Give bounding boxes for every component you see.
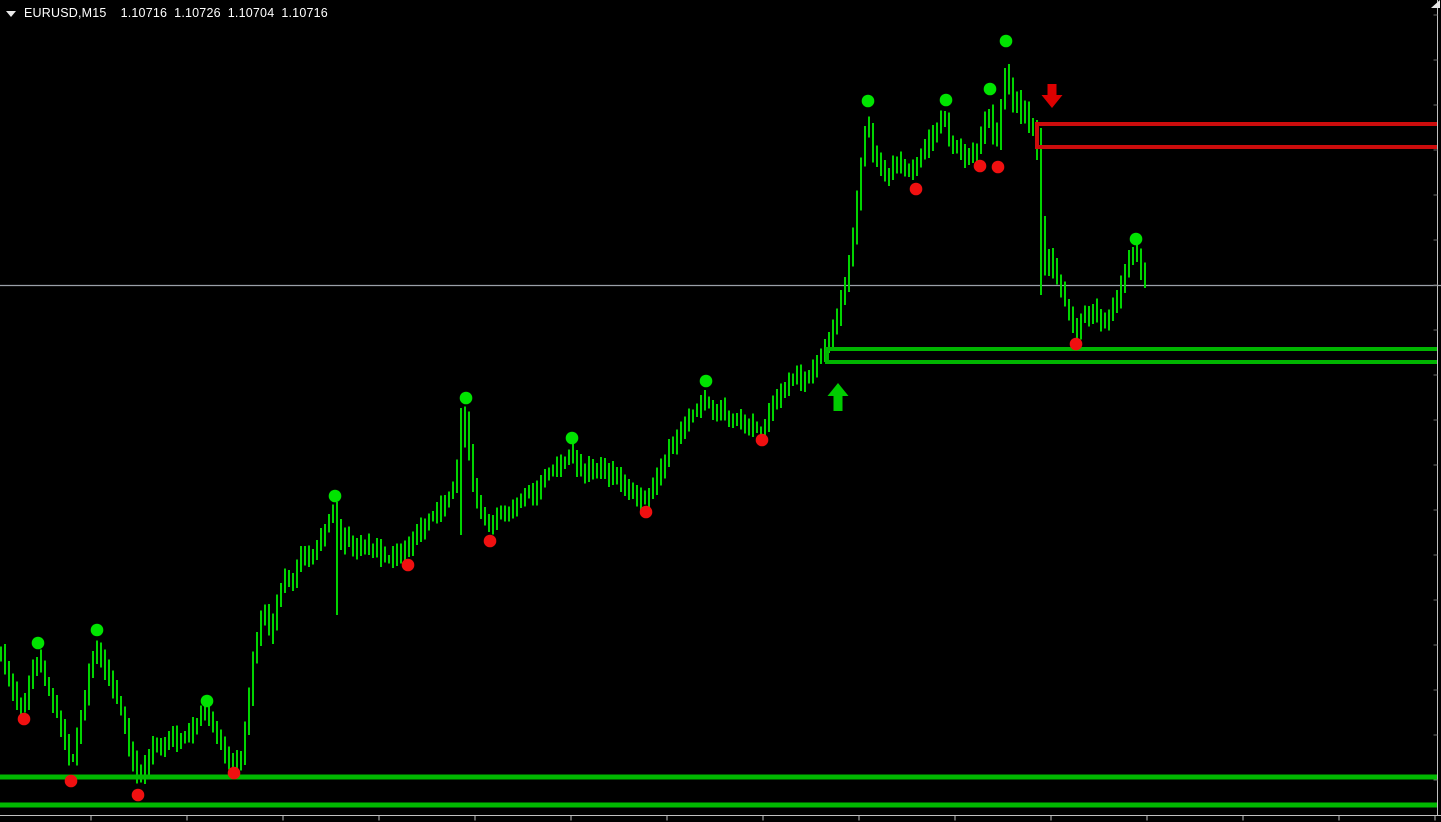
down-fractal-dots xyxy=(17,159,1083,802)
lower-support-lines xyxy=(0,774,1437,808)
scroll-to-end-icon[interactable] xyxy=(1431,0,1440,8)
price-axis xyxy=(1433,0,1438,816)
quote-high: 1.10726 xyxy=(174,6,221,20)
time-axis xyxy=(0,815,1441,821)
sell-arrow xyxy=(1041,84,1063,108)
buy-arrow xyxy=(827,383,849,411)
support-lines xyxy=(825,347,1437,364)
resistance-lines xyxy=(1035,122,1437,149)
quote-close: 1.10716 xyxy=(281,6,328,20)
quote-low: 1.10704 xyxy=(227,6,275,20)
symbol-dropdown-icon[interactable] xyxy=(6,10,16,17)
chart-header: EURUSD,M15 1.10716 1.10726 1.10704 1.107… xyxy=(6,6,335,20)
symbol-timeframe-label: EURUSD,M15 xyxy=(24,6,107,20)
price-bars xyxy=(0,63,1147,785)
quote-open: 1.10716 xyxy=(120,6,168,20)
up-fractal-dots xyxy=(31,34,1143,708)
